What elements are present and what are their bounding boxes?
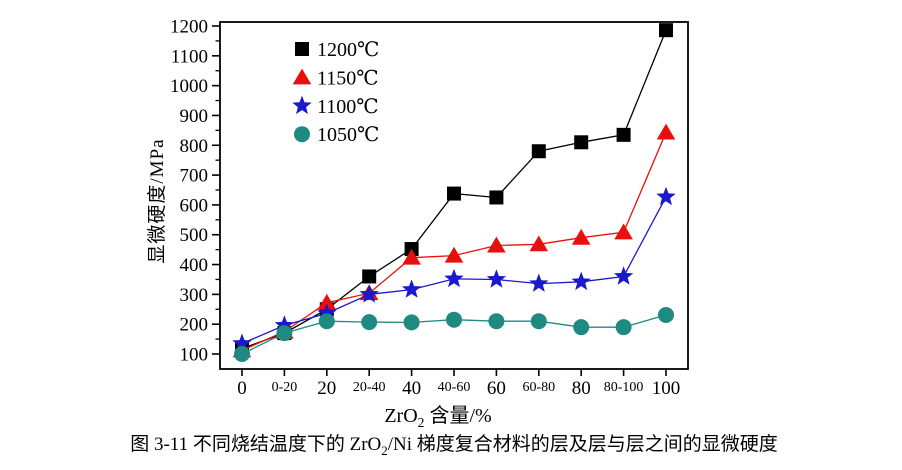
y-tick-label: 500: [180, 225, 209, 246]
x-tick-label: 0: [237, 378, 247, 399]
marker-star: [571, 271, 591, 291]
marker-circle: [403, 314, 420, 331]
y-tick-label: 900: [180, 106, 209, 127]
marker-triangle: [487, 236, 506, 253]
legend-label: 1150℃: [317, 67, 379, 89]
y-tick-label: 200: [180, 315, 209, 336]
x-axis: 0 0-20 20 20-40 40 40-60 60 60-80 80 80-100 100: [237, 369, 680, 399]
marker-circle: [234, 346, 250, 362]
series-1050: [234, 306, 674, 362]
marker-triangle: [529, 235, 549, 252]
y-axis-title: 显微硬度/MPa: [147, 138, 168, 264]
marker-star: [613, 266, 634, 285]
marker-star: [292, 95, 312, 115]
marker-square: [447, 186, 461, 201]
x-axis-title-post: 含量/%: [424, 405, 492, 427]
y-tick-label: 1100: [171, 46, 208, 67]
marker-square: [531, 144, 546, 159]
marker-triangle: [614, 223, 633, 240]
marker-circle: [658, 306, 674, 323]
x-axis-title: ZrO2 含量/%: [288, 399, 588, 431]
marker-square: [659, 23, 673, 38]
marker-triangle: [571, 228, 591, 245]
marker-circle: [294, 126, 310, 143]
legend: 1200℃ 1150℃ 1100℃ 1050℃: [292, 39, 379, 146]
marker-star: [656, 186, 676, 206]
marker-circle: [318, 313, 335, 330]
marker-triangle: [402, 248, 421, 265]
y-tick-label: 100: [180, 345, 209, 366]
marker-triangle: [292, 68, 312, 85]
y-axis: 100 200 300 400 500 600 700 800 900 1000 1100 1200: [170, 17, 220, 366]
y-tick-label: 300: [180, 285, 209, 306]
marker-circle: [446, 311, 462, 328]
marker-star: [232, 333, 252, 352]
x-tick-label: 60-80: [522, 380, 555, 395]
marker-square: [489, 190, 504, 205]
legend-label: 1100℃: [317, 96, 379, 118]
marker-circle: [530, 313, 547, 330]
marker-circle: [276, 325, 293, 342]
marker-circle: [615, 319, 632, 336]
figure-caption: 图 3-11 不同烧结温度下的 ZrO2/Ni 梯度复合材料的层及层与层之间的显…: [6, 429, 902, 459]
x-axis-title-pre: ZrO: [384, 405, 418, 427]
marker-square: [574, 135, 589, 150]
x-tick-label: 80: [572, 378, 591, 399]
x-tick-label: 60: [487, 378, 506, 399]
x-tick-label: 100: [652, 378, 681, 399]
caption-post: /Ni 梯度复合材料的层及层与层之间的显微硬度: [387, 434, 778, 455]
y-tick-label: 1000: [170, 76, 208, 97]
x-axis-title-sub: 2: [417, 415, 425, 430]
x-tick-label: 40-60: [438, 380, 471, 395]
marker-star: [359, 284, 379, 303]
marker-star: [401, 279, 422, 298]
y-tick-label: 600: [180, 195, 209, 216]
marker-star: [486, 269, 507, 288]
marker-star: [274, 315, 295, 334]
marker-star: [317, 303, 337, 322]
caption-pre: 图 3-11 不同烧结温度下的 ZrO: [130, 434, 382, 455]
x-tick-label: 0-20: [272, 380, 298, 395]
x-tick-label: 80-100: [604, 380, 644, 395]
legend-label: 1050℃: [317, 124, 379, 146]
x-tick-label: 40: [402, 378, 421, 399]
caption-sub: 2: [381, 442, 388, 458]
y-tick-label: 400: [180, 255, 209, 276]
marker-triangle: [317, 293, 337, 310]
y-tick-label: 700: [180, 166, 209, 187]
marker-circle: [488, 313, 505, 330]
x-tick-label: 20: [317, 378, 336, 399]
marker-star: [444, 268, 464, 288]
series-1100: [232, 186, 676, 352]
marker-square: [616, 127, 631, 142]
y-tick-label: 800: [180, 136, 209, 157]
marker-star: [529, 273, 549, 292]
y-tick-label: 1200: [170, 17, 208, 38]
marker-circle: [361, 314, 378, 331]
legend-label: 1200℃: [317, 39, 379, 61]
x-tick-label: 20-40: [353, 380, 386, 395]
marker-square: [362, 269, 377, 284]
marker-square: [295, 42, 309, 56]
marker-triangle: [656, 123, 676, 140]
marker-triangle: [444, 246, 464, 263]
marker-circle: [573, 319, 590, 336]
